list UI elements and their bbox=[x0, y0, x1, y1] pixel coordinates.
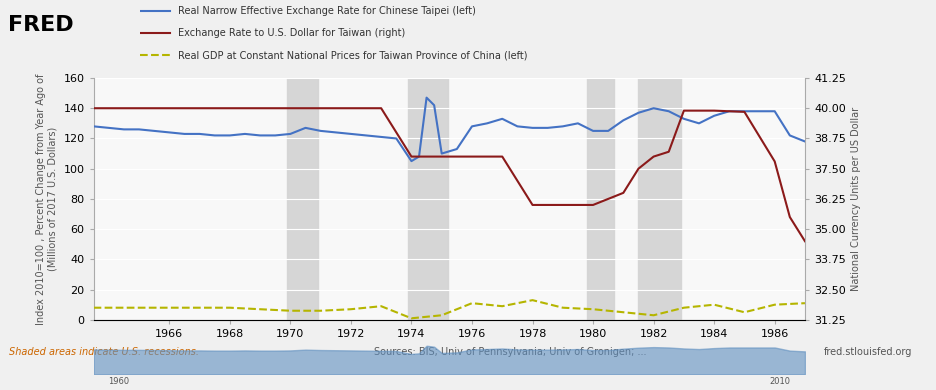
Text: 2010: 2010 bbox=[769, 377, 790, 386]
Text: Real GDP at Constant National Prices for Taiwan Province of China (left): Real GDP at Constant National Prices for… bbox=[178, 50, 527, 60]
Text: Real Narrow Effective Exchange Rate for Chinese Taipei (left): Real Narrow Effective Exchange Rate for … bbox=[178, 5, 475, 16]
Bar bbox=[638, 78, 680, 320]
Text: Exchange Rate to U.S. Dollar for Taiwan (right): Exchange Rate to U.S. Dollar for Taiwan … bbox=[178, 28, 405, 38]
Text: Sources: BIS; Univ of Pennsylvania; Univ of Gronigen; ...: Sources: BIS; Univ of Pennsylvania; Univ… bbox=[374, 347, 647, 357]
Text: 1960: 1960 bbox=[108, 377, 129, 386]
Bar bbox=[408, 78, 447, 320]
Text: Shaded areas indicate U.S. recessions.: Shaded areas indicate U.S. recessions. bbox=[9, 347, 199, 357]
Bar bbox=[587, 78, 614, 320]
Text: fred.stlouisfed.org: fred.stlouisfed.org bbox=[824, 347, 912, 357]
Text: FRED: FRED bbox=[8, 15, 74, 35]
Bar bbox=[287, 78, 317, 320]
Y-axis label: National Currency Units per US Dollar: National Currency Units per US Dollar bbox=[852, 107, 861, 291]
Y-axis label: Index 2010=100 , Percent Change from Year Ago of
(Millions of 2017 U.S. Dollars): Index 2010=100 , Percent Change from Yea… bbox=[37, 73, 58, 324]
